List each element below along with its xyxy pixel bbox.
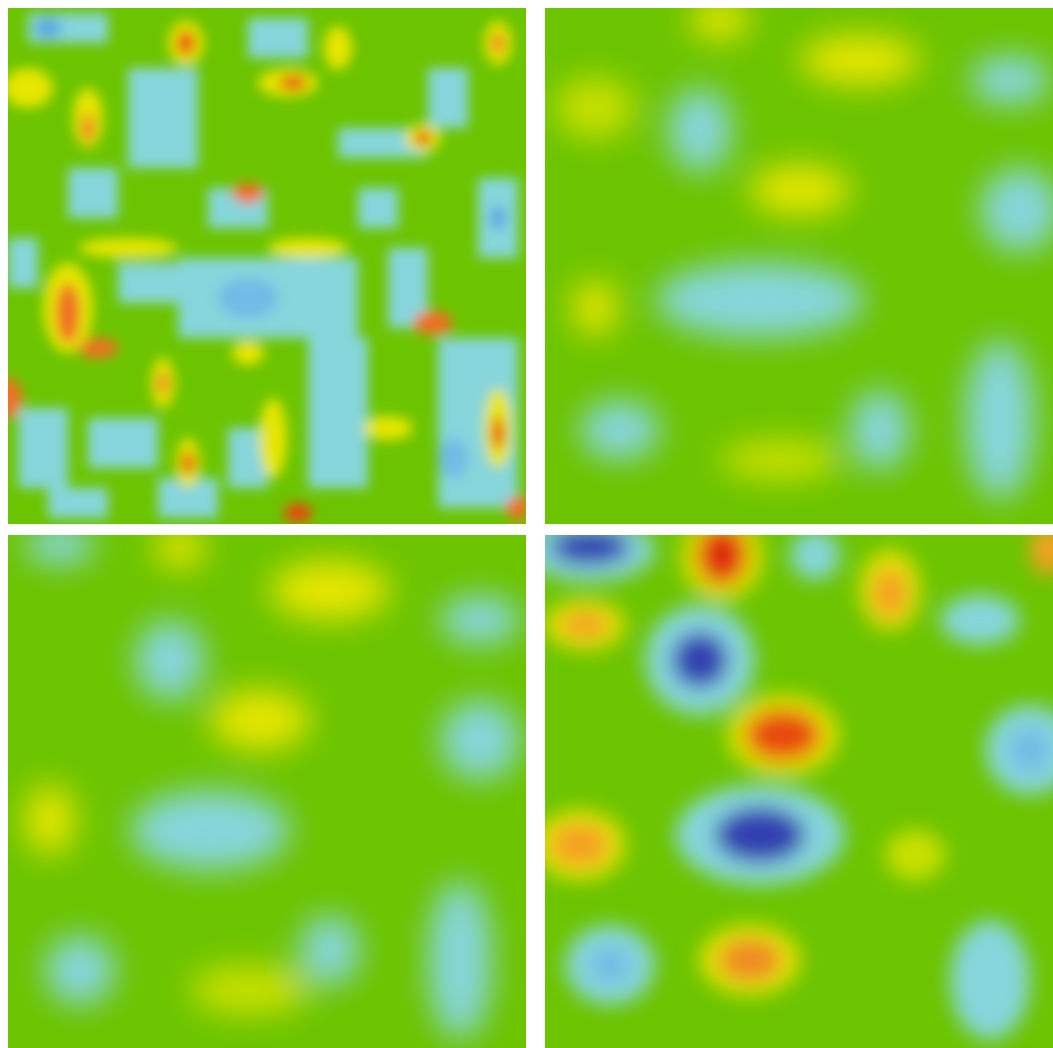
heatmap-panel bbox=[8, 8, 526, 524]
page bbox=[0, 0, 1053, 1048]
heatmap-panel bbox=[545, 535, 1053, 1048]
heatmap-panel bbox=[8, 535, 526, 1048]
heatmap-panel bbox=[545, 8, 1053, 524]
